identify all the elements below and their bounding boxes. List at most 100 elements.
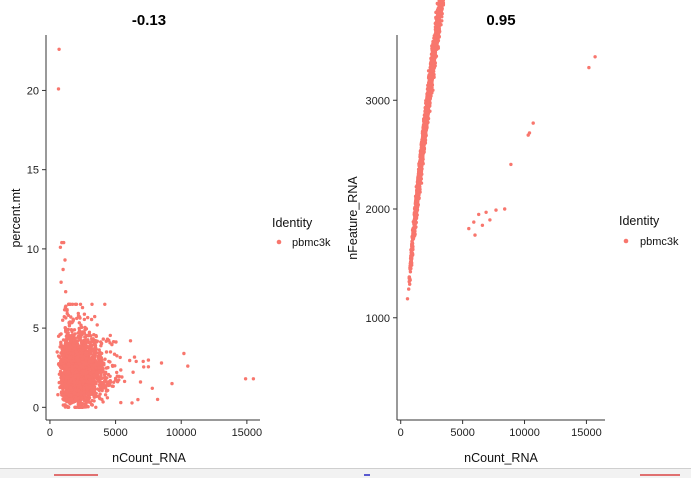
data-point bbox=[98, 354, 102, 358]
data-point bbox=[73, 405, 77, 409]
data-point bbox=[103, 393, 108, 397]
y-tick-label: 15 bbox=[27, 165, 39, 177]
data-point bbox=[61, 354, 65, 358]
data-point bbox=[97, 366, 102, 370]
data-point bbox=[84, 327, 89, 331]
data-point bbox=[75, 358, 80, 363]
data-point bbox=[82, 312, 87, 316]
data-point bbox=[104, 350, 109, 354]
data-point bbox=[73, 364, 77, 368]
data-point bbox=[76, 314, 81, 318]
data-point bbox=[84, 356, 89, 361]
legend: Identity pbmc3k bbox=[272, 216, 331, 249]
data-point bbox=[85, 385, 89, 389]
data-point bbox=[71, 399, 75, 404]
data-point bbox=[64, 366, 69, 371]
data-points bbox=[405, 0, 597, 301]
data-point bbox=[108, 341, 112, 345]
data-point bbox=[61, 358, 65, 363]
data-point bbox=[60, 362, 64, 366]
data-point bbox=[75, 379, 80, 383]
data-point bbox=[83, 344, 88, 348]
data-point bbox=[93, 314, 97, 319]
data-point bbox=[82, 379, 86, 383]
data-point bbox=[84, 351, 89, 355]
data-point bbox=[66, 302, 71, 306]
data-point bbox=[56, 334, 61, 338]
data-point bbox=[65, 311, 69, 316]
data-point bbox=[76, 392, 80, 397]
data-point bbox=[89, 352, 93, 356]
data-point bbox=[74, 302, 79, 306]
data-point bbox=[70, 365, 74, 370]
data-point bbox=[82, 331, 87, 335]
data-point bbox=[115, 370, 119, 375]
data-point bbox=[77, 367, 81, 371]
data-point bbox=[62, 240, 66, 245]
data-point bbox=[79, 377, 84, 381]
data-point bbox=[106, 372, 111, 377]
data-point bbox=[82, 386, 86, 391]
data-point bbox=[64, 376, 69, 381]
data-point bbox=[95, 323, 99, 327]
data-point bbox=[90, 386, 94, 390]
data-point bbox=[63, 290, 68, 294]
data-point bbox=[251, 377, 256, 381]
data-point bbox=[71, 351, 75, 356]
data-point bbox=[90, 403, 95, 407]
data-point bbox=[92, 373, 96, 378]
data-point bbox=[89, 334, 93, 338]
data-point bbox=[64, 383, 68, 388]
data-point bbox=[58, 369, 63, 374]
data-point bbox=[64, 330, 68, 334]
data-point bbox=[94, 394, 99, 399]
x-axis-title: nCount_RNA bbox=[112, 451, 186, 465]
data-point bbox=[97, 351, 101, 356]
data-point bbox=[66, 362, 71, 366]
data-point bbox=[59, 384, 63, 388]
data-point bbox=[80, 405, 84, 409]
data-point bbox=[138, 380, 143, 384]
data-point bbox=[99, 360, 103, 364]
data-point bbox=[59, 390, 64, 394]
data-point bbox=[78, 302, 83, 306]
data-point bbox=[104, 389, 109, 393]
data-point bbox=[66, 333, 71, 338]
data-point bbox=[128, 339, 133, 343]
data-point bbox=[94, 371, 98, 375]
data-point bbox=[81, 346, 85, 350]
data-point bbox=[73, 397, 78, 402]
data-point bbox=[87, 367, 92, 371]
data-point bbox=[89, 343, 93, 347]
data-point bbox=[94, 333, 98, 338]
data-point bbox=[67, 379, 71, 384]
data-point bbox=[87, 400, 91, 404]
data-point bbox=[62, 398, 66, 402]
data-point bbox=[112, 380, 116, 384]
data-point bbox=[407, 287, 411, 291]
data-point bbox=[97, 362, 101, 366]
data-point bbox=[63, 258, 67, 262]
data-point bbox=[65, 336, 69, 340]
data-point bbox=[97, 388, 102, 393]
data-point bbox=[136, 397, 140, 402]
data-point bbox=[72, 391, 76, 395]
data-point bbox=[68, 374, 73, 378]
data-point bbox=[76, 343, 80, 347]
data-point bbox=[75, 316, 79, 321]
data-point bbox=[69, 393, 73, 397]
x-tick-label: 5000 bbox=[103, 427, 127, 439]
data-point bbox=[98, 377, 103, 381]
data-point bbox=[407, 279, 411, 284]
legend-label-pbmc3k: pbmc3k bbox=[292, 237, 331, 249]
data-point bbox=[83, 335, 88, 339]
data-point bbox=[142, 365, 146, 369]
data-point bbox=[170, 381, 174, 386]
data-point bbox=[79, 354, 84, 358]
data-point bbox=[101, 337, 106, 341]
data-point bbox=[132, 355, 137, 359]
data-point bbox=[110, 363, 115, 368]
data-point bbox=[61, 338, 66, 342]
chart-title: 0.95 bbox=[486, 12, 515, 29]
data-point bbox=[90, 302, 94, 306]
